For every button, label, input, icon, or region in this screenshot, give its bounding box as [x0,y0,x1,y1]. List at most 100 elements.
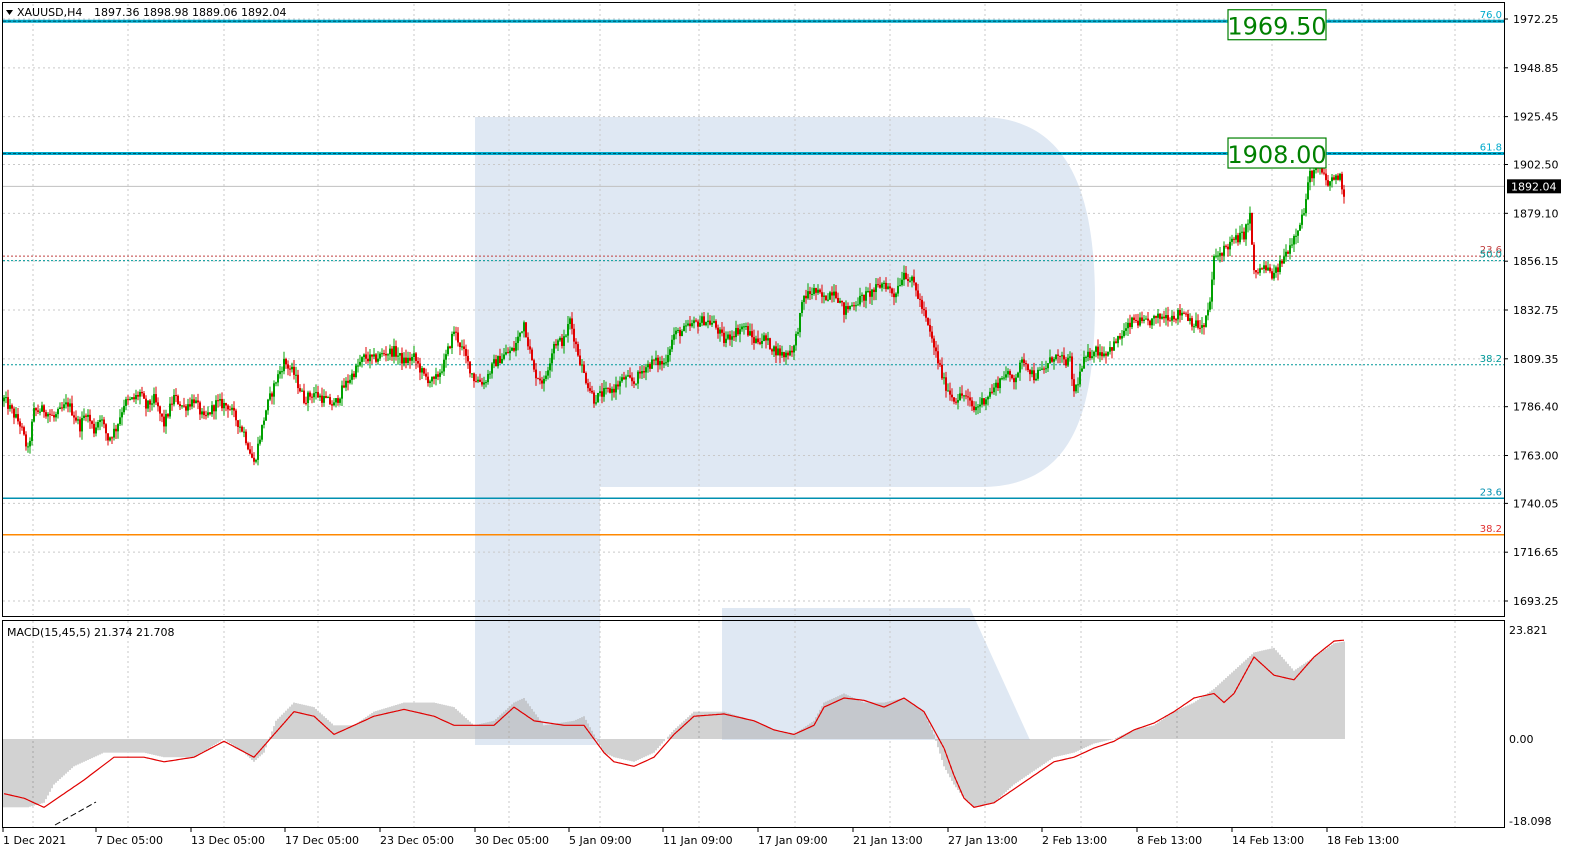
candle-body [725,338,727,343]
candle-body [99,419,101,423]
candle-body [103,419,105,425]
candle-body [221,399,223,409]
candle-body [849,305,851,310]
candle-body [599,391,601,394]
candle-body [507,352,509,354]
candle-body [375,354,377,362]
candle-body [505,352,507,355]
candle-body [1053,359,1055,362]
candle-body [393,346,395,357]
candle-body [107,433,109,441]
candle-body [1135,319,1137,321]
candle-body [853,305,855,307]
candle-body [755,338,757,343]
candle-body [1303,213,1305,215]
candle-body [205,415,207,417]
candle-body [633,381,635,384]
candle-body [595,402,597,404]
candle-body [437,374,439,377]
candle-body [885,282,887,289]
candle-body [207,412,209,416]
candle-body [1301,214,1303,225]
candle-body [1305,199,1307,214]
candle-body [977,406,979,408]
candle-body [891,288,893,294]
candle-body [125,399,127,406]
candle-body [919,298,921,300]
candle-body [165,414,167,427]
symbol-label: XAUUSD,H4 [17,6,82,19]
candle-body [913,276,915,283]
candle-body [1311,170,1313,179]
candle-body [1075,384,1077,392]
dropdown-triangle-icon[interactable] [6,10,13,15]
candle-body [403,357,405,364]
candle-body [465,348,467,356]
symbol-header[interactable]: XAUUSD,H4 1897.36 1898.98 1889.06 1892.0… [6,6,286,19]
candle-body [439,372,441,377]
candle-body [1175,319,1177,321]
fibo-level-label: 23.6 [1480,487,1502,498]
candle-body [11,405,13,409]
candle-body [1217,255,1219,257]
candle-body [989,391,991,397]
candle-body [431,376,433,382]
candle-body [259,439,261,444]
candle-body [267,399,269,411]
macd-panel-border [2,620,1505,828]
candle-body [77,419,79,421]
candle-body [515,342,517,351]
candle-body [95,427,97,434]
candle-body [1109,347,1111,352]
candle-body [149,400,151,405]
candle-body [543,378,545,384]
candle-body [707,320,709,323]
candle-body [161,413,163,417]
candle-body [93,423,95,434]
candle-body [151,403,153,405]
time-tick-label: 5 Jan 09:00 [569,834,632,847]
candle-body [263,420,265,425]
candle-body [1327,180,1329,186]
candle-body [925,310,927,318]
candle-body [425,373,427,377]
candle-body [643,371,645,373]
candle-body [241,426,243,432]
candle-body [905,272,907,280]
candle-body [1235,235,1237,240]
candle-body [483,382,485,385]
candle-body [903,272,905,280]
candle-body [1169,320,1171,322]
candle-body [793,345,795,353]
candle-body [315,392,317,394]
candle-body [1149,320,1151,326]
candle-body [1277,267,1279,273]
candle-body [123,405,125,413]
candle-body [389,348,391,355]
candle-body [799,312,801,333]
candle-body [1035,378,1037,381]
current-price-badge [1507,179,1561,194]
candle-body [987,396,989,400]
candle-body [1145,318,1147,320]
candle-body [185,406,187,411]
candle-body [1339,173,1341,180]
candle-body [629,375,631,378]
candle-body [329,397,331,405]
candle-body [545,375,547,379]
candle-body [253,457,255,462]
candle-body [669,349,671,356]
candle-body [963,395,965,397]
candle-body [59,407,61,410]
time-tick-label: 23 Dec 05:00 [380,834,454,847]
candle-body [273,383,275,397]
candle-body [617,384,619,387]
candle-body [13,408,15,418]
candle-body [37,410,39,412]
candle-body [83,415,85,419]
candle-body [373,354,375,357]
candle-body [87,414,89,417]
candle-body [429,381,431,384]
candle-body [91,421,93,424]
candle-body [9,405,11,409]
